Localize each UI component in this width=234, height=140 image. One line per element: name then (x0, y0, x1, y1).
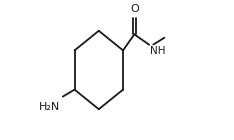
Text: NH: NH (150, 46, 165, 56)
Text: H₂N: H₂N (39, 102, 60, 111)
Text: O: O (130, 4, 139, 14)
